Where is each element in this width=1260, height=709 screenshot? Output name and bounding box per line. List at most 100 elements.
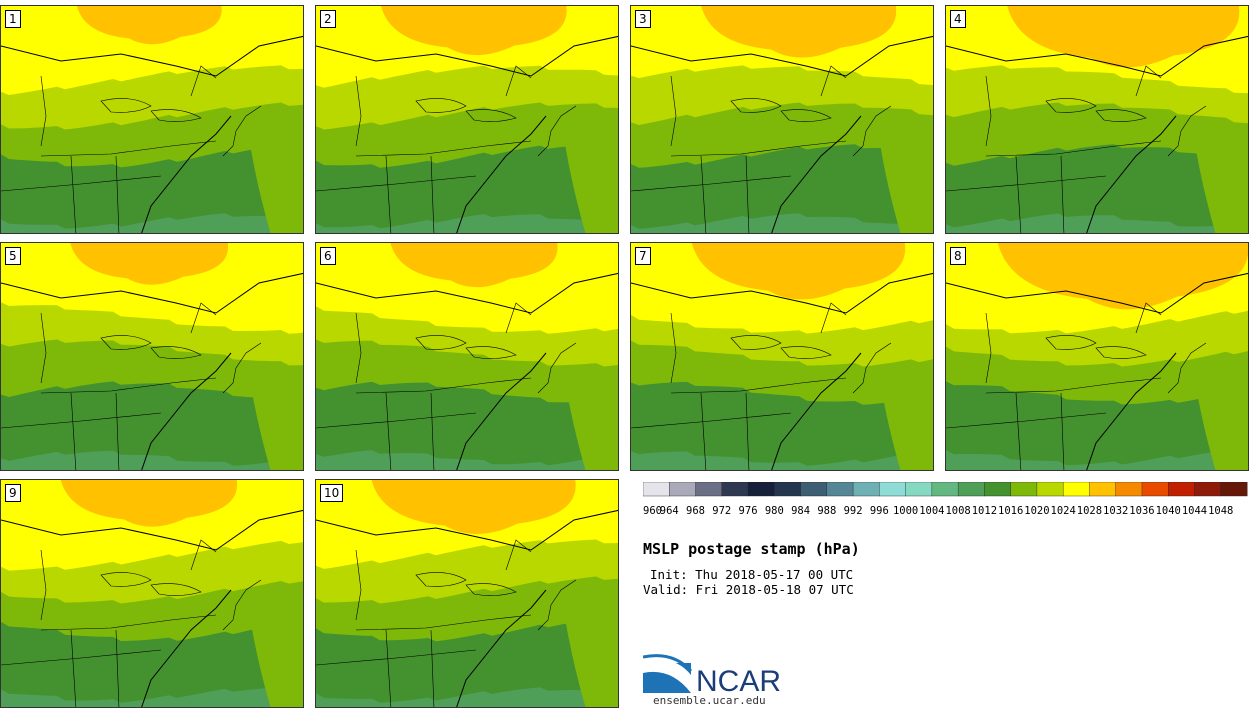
band-1028 [76, 6, 222, 45]
state-border [745, 155, 750, 233]
state-border [316, 412, 477, 429]
valid-time: Valid: Fri 2018-05-18 07 UTC [643, 582, 854, 597]
member-label: 10 [320, 484, 344, 502]
member-panel-7: 7 [630, 242, 934, 471]
band-1028 [701, 6, 897, 58]
colorbar-tick-label: 980 [765, 505, 784, 517]
coastline [1, 35, 303, 77]
state-border [1060, 155, 1065, 233]
state-border [537, 105, 577, 157]
pressure-map [316, 243, 618, 470]
colorbar-tick-label: 1000 [893, 505, 918, 517]
state-border [700, 392, 707, 470]
state-border [115, 629, 120, 707]
state-border [465, 109, 517, 122]
colorbar-tick-label: 988 [817, 505, 836, 517]
colorbar-tick-label: 1028 [1077, 505, 1102, 517]
state-border [355, 549, 362, 621]
colorbar-swatch [643, 482, 670, 497]
state-border [505, 302, 532, 334]
coastline [946, 272, 1248, 314]
state-border [150, 583, 202, 596]
pressure-map [1, 243, 303, 470]
colorbar-swatch [721, 482, 749, 497]
member-panel-2: 2 [315, 5, 619, 234]
state-border [456, 589, 547, 707]
state-border [820, 302, 847, 334]
state-border [771, 352, 862, 470]
member-label: 5 [5, 247, 21, 265]
band-1028 [371, 480, 576, 534]
member-label: 4 [950, 10, 966, 28]
member-label: 7 [635, 247, 651, 265]
state-border [985, 377, 1162, 394]
colorbar-tick-label: 1032 [1103, 505, 1128, 517]
state-border [631, 412, 792, 429]
state-border [730, 98, 782, 113]
state-border [1135, 302, 1162, 334]
state-border [745, 392, 750, 470]
state-border [355, 614, 532, 631]
colorbar-tick-label: 976 [739, 505, 758, 517]
colorbar-swatch [826, 482, 854, 497]
state-border [631, 175, 792, 192]
colorbar-tick-label: 1020 [1024, 505, 1049, 517]
state-border [385, 629, 392, 707]
colorbar-tick-label: 1024 [1051, 505, 1076, 517]
state-border [1095, 109, 1147, 122]
ensemble-url[interactable]: ensemble.ucar.edu [653, 694, 766, 707]
member-label: 1 [5, 10, 21, 28]
member-panel-5: 5 [0, 242, 304, 471]
state-border [670, 377, 847, 394]
colorbar-swatch [905, 482, 933, 497]
state-border [222, 342, 262, 394]
coastline [631, 272, 933, 314]
colorbar-tick-label: 984 [791, 505, 810, 517]
band-1028 [390, 243, 558, 288]
pressure-map [316, 6, 618, 233]
coastline [1, 509, 303, 551]
state-border [115, 392, 120, 470]
state-border [70, 629, 77, 707]
member-label: 9 [5, 484, 21, 502]
state-border [985, 312, 992, 384]
state-border [385, 155, 392, 233]
colorbar-swatch [879, 482, 907, 497]
state-border [316, 649, 477, 666]
state-border [355, 75, 362, 147]
colorbar-tick-label: 1036 [1129, 505, 1154, 517]
state-border [100, 335, 152, 350]
colorbar-swatch [1036, 482, 1064, 497]
state-border [537, 342, 577, 394]
state-border [141, 589, 232, 707]
state-border [780, 109, 832, 122]
member-panel-9: 9 [0, 479, 304, 708]
band-1028 [381, 6, 567, 56]
state-border [430, 392, 435, 470]
colorbar-swatch [669, 482, 697, 497]
member-label: 6 [320, 247, 336, 265]
state-border [1060, 392, 1065, 470]
colorbar-tick-label: 1004 [919, 505, 944, 517]
ncar-logo-text: NCAR [696, 665, 781, 695]
state-border [1, 175, 162, 192]
state-border [1015, 392, 1022, 470]
state-border [150, 346, 202, 359]
state-border [456, 115, 547, 233]
state-border [670, 75, 677, 147]
state-border [115, 155, 120, 233]
colorbar-swatch [931, 482, 959, 497]
pressure-map [631, 243, 933, 470]
colorbar-tick-label: 1044 [1182, 505, 1207, 517]
state-border [456, 352, 547, 470]
state-border [40, 549, 47, 621]
colorbar-swatch [957, 482, 985, 497]
state-border [1135, 65, 1162, 97]
colorbar-tick-label: 960 [643, 505, 662, 517]
member-panel-6: 6 [315, 242, 619, 471]
state-border [430, 629, 435, 707]
band-1024 [1, 6, 303, 95]
state-border [1167, 105, 1207, 157]
state-border [1086, 115, 1177, 233]
state-border [1095, 346, 1147, 359]
